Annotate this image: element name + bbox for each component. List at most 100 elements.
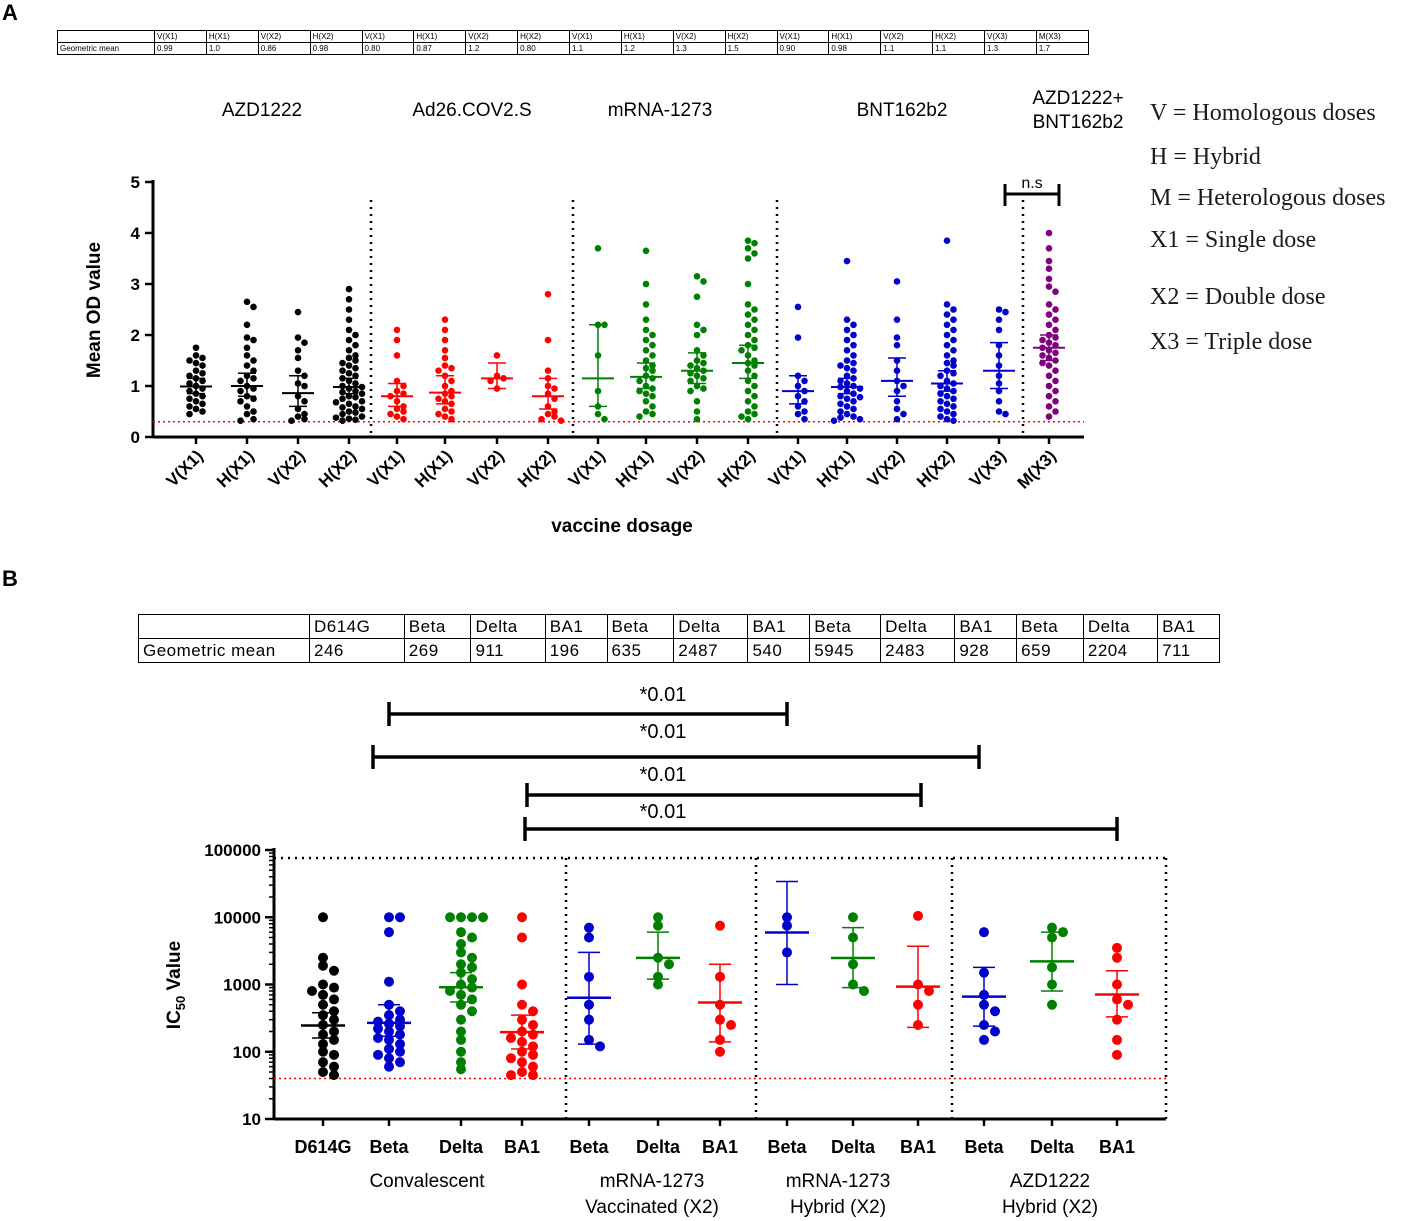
data-point xyxy=(400,408,407,415)
data-point xyxy=(843,372,851,380)
data-point xyxy=(1045,413,1053,420)
data-point xyxy=(318,1046,328,1057)
data-point xyxy=(441,326,449,334)
data-point xyxy=(700,278,707,285)
data-point xyxy=(441,405,449,413)
data-point xyxy=(352,380,359,387)
data-point xyxy=(913,910,923,921)
data-point xyxy=(329,1070,339,1081)
data-point xyxy=(751,326,758,334)
data-point xyxy=(456,927,466,938)
data-point xyxy=(506,1070,516,1081)
data-point xyxy=(801,398,808,405)
data-point xyxy=(649,352,656,359)
data-point xyxy=(843,364,851,372)
table-corner-cell xyxy=(138,614,310,639)
data-point xyxy=(751,316,758,324)
data-point xyxy=(345,316,353,324)
legend-item: X3 = Triple dose xyxy=(1150,329,1313,355)
group-label: mRNA-1273 xyxy=(786,1171,891,1192)
data-point xyxy=(700,326,707,334)
data-point xyxy=(506,1033,516,1044)
data-point xyxy=(358,398,366,405)
data-point xyxy=(837,400,844,408)
data-point xyxy=(199,362,206,369)
panel-a-label: A xyxy=(2,0,18,25)
y-tick-label: 10 xyxy=(242,1110,261,1129)
data-point xyxy=(1045,403,1053,410)
data-point xyxy=(352,403,359,410)
data-point xyxy=(384,912,394,923)
data-point xyxy=(318,952,328,963)
table-cell-value: 246 xyxy=(309,638,405,663)
data-point xyxy=(1039,336,1046,344)
data-point xyxy=(850,367,857,375)
data-point xyxy=(715,920,725,931)
group-label: mRNA-1273 xyxy=(600,1171,705,1192)
data-point xyxy=(937,413,944,420)
data-point xyxy=(601,415,608,423)
data-point xyxy=(1045,311,1053,318)
table-row-label: Geometric mean xyxy=(138,638,310,663)
table-cell-value: 2487 xyxy=(673,638,749,663)
data-point xyxy=(352,372,359,380)
data-point xyxy=(1045,362,1053,369)
data-point xyxy=(384,927,394,938)
data-point xyxy=(395,1046,405,1057)
data-point xyxy=(943,331,951,339)
data-point xyxy=(893,278,901,285)
data-point xyxy=(318,999,328,1010)
table-row: Geometric mean 0.99 1.0 0.86 0.98 0.80 0.87 1.2… xyxy=(57,42,1090,55)
data-point xyxy=(528,1019,538,1030)
data-point xyxy=(693,398,701,405)
data-point xyxy=(1112,1034,1122,1045)
data-point xyxy=(850,413,857,420)
data-point xyxy=(843,410,851,418)
data-point xyxy=(448,415,455,423)
group-label: BNT162b2 xyxy=(1033,112,1124,133)
data-point xyxy=(448,408,455,415)
data-point xyxy=(1052,387,1059,395)
table-cell-value: 0.90 xyxy=(776,42,830,55)
y-axis-label-main: IC xyxy=(164,1010,185,1029)
data-point xyxy=(448,377,455,385)
data-point xyxy=(467,962,477,973)
data-point xyxy=(318,1066,328,1077)
data-point xyxy=(250,375,257,382)
data-point xyxy=(801,408,808,415)
data-point xyxy=(1045,275,1053,283)
y-tick-label: 1 xyxy=(131,377,140,396)
data-point xyxy=(441,347,449,354)
data-point xyxy=(352,364,359,372)
data-point xyxy=(538,415,545,423)
data-point xyxy=(594,245,602,252)
table-cell-value: 1.1 xyxy=(880,42,934,55)
x-tick-label: Delta xyxy=(831,1137,876,1157)
data-point xyxy=(339,404,346,411)
data-point xyxy=(352,341,359,349)
data-point xyxy=(243,298,251,306)
data-point xyxy=(192,367,200,375)
data-point xyxy=(250,357,257,364)
x-tick-label: D614G xyxy=(294,1137,351,1157)
table-cell-header: Delta xyxy=(470,614,546,639)
data-point xyxy=(384,1053,394,1064)
data-point xyxy=(693,382,701,390)
data-point xyxy=(456,1046,466,1057)
data-point xyxy=(441,413,449,420)
data-point xyxy=(995,387,1003,395)
data-point xyxy=(294,367,302,375)
data-point xyxy=(467,912,477,923)
data-point xyxy=(848,912,858,923)
data-point xyxy=(288,417,295,424)
data-point xyxy=(950,362,957,369)
data-point xyxy=(950,357,957,364)
data-point xyxy=(837,392,844,400)
table-cell-value: 0.87 xyxy=(413,42,467,55)
legend-item: M = Heterologous doses xyxy=(1150,185,1386,211)
y-axis-label: IC50 Value xyxy=(164,941,188,1029)
data-point xyxy=(358,405,366,413)
table-cell-header: Beta xyxy=(1016,614,1084,639)
data-point xyxy=(738,413,745,420)
data-point xyxy=(801,415,808,423)
